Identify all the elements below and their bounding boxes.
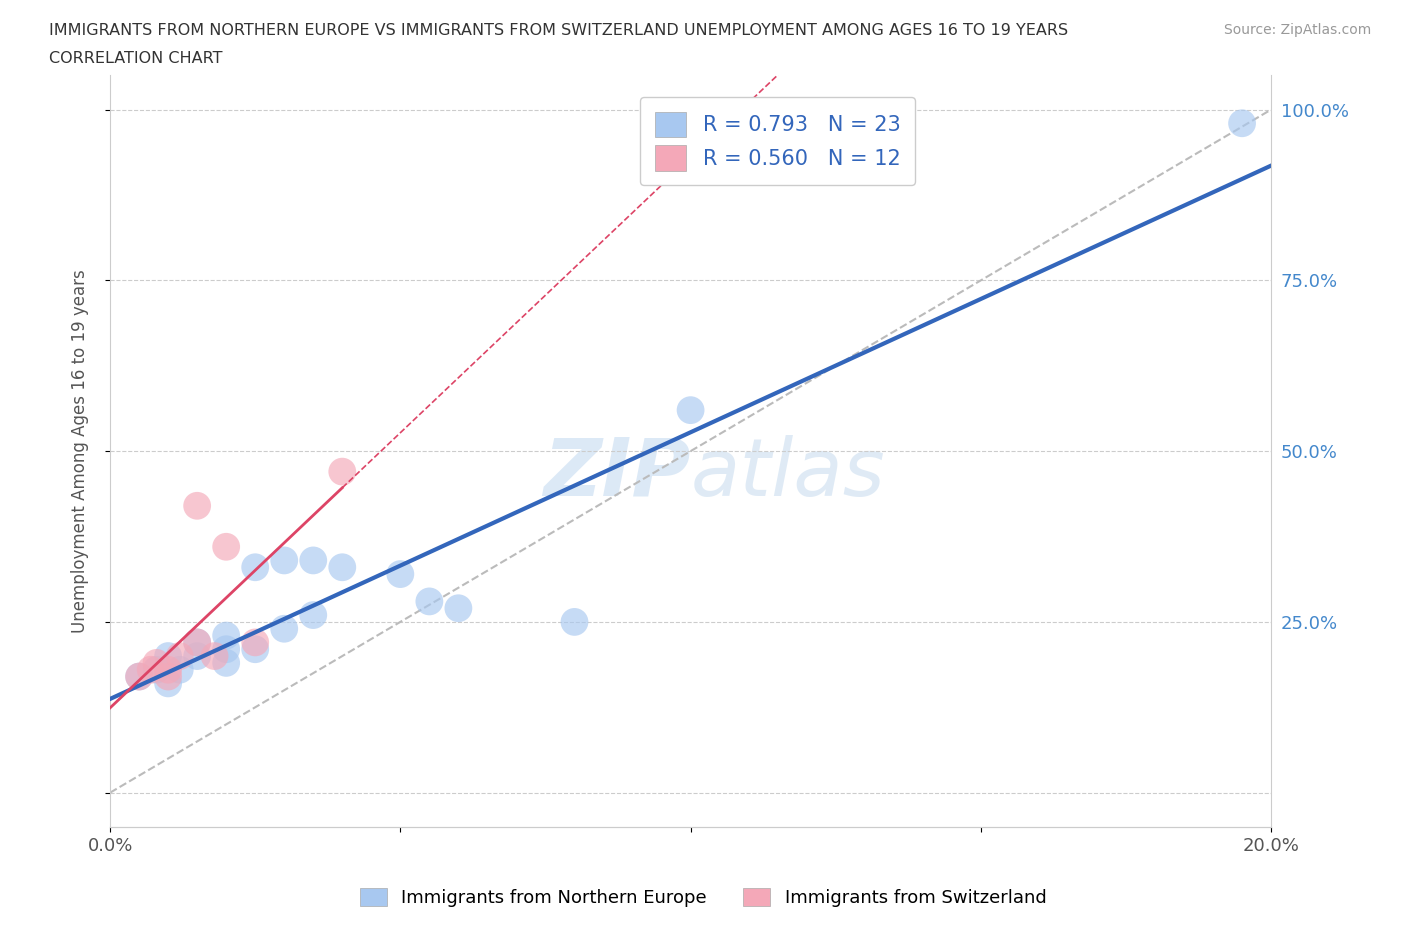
Point <box>169 648 191 663</box>
Point <box>447 601 470 616</box>
Point <box>157 669 180 684</box>
Point <box>128 669 150 684</box>
Y-axis label: Unemployment Among Ages 16 to 19 years: Unemployment Among Ages 16 to 19 years <box>72 270 89 633</box>
Point <box>215 628 238 643</box>
Point <box>389 566 412 581</box>
Text: IMMIGRANTS FROM NORTHERN EUROPE VS IMMIGRANTS FROM SWITZERLAND UNEMPLOYMENT AMON: IMMIGRANTS FROM NORTHERN EUROPE VS IMMIG… <box>49 23 1069 38</box>
Point <box>204 648 226 663</box>
Text: CORRELATION CHART: CORRELATION CHART <box>49 51 222 66</box>
Point <box>564 615 586 630</box>
Point <box>128 669 150 684</box>
Point <box>273 621 295 636</box>
Point <box>215 656 238 671</box>
Point <box>186 635 208 650</box>
Point <box>145 656 167 671</box>
Point <box>215 539 238 554</box>
Point <box>302 553 325 568</box>
Point <box>273 553 295 568</box>
Point <box>330 464 353 479</box>
Legend: R = 0.793   N = 23, R = 0.560   N = 12: R = 0.793 N = 23, R = 0.560 N = 12 <box>640 97 915 185</box>
Point <box>157 662 180 677</box>
Point <box>215 642 238 657</box>
Text: ZIP: ZIP <box>543 434 690 512</box>
Point <box>245 560 267 575</box>
Legend: Immigrants from Northern Europe, Immigrants from Switzerland: Immigrants from Northern Europe, Immigra… <box>350 879 1056 916</box>
Point <box>418 594 440 609</box>
Point <box>330 560 353 575</box>
Point <box>169 662 191 677</box>
Point <box>245 642 267 657</box>
Point <box>157 676 180 691</box>
Point <box>1230 116 1253 131</box>
Point <box>157 648 180 663</box>
Text: Source: ZipAtlas.com: Source: ZipAtlas.com <box>1223 23 1371 37</box>
Point <box>139 662 162 677</box>
Text: atlas: atlas <box>690 434 886 512</box>
Point <box>186 498 208 513</box>
Point <box>186 648 208 663</box>
Point <box>245 635 267 650</box>
Point <box>186 635 208 650</box>
Point <box>679 403 702 418</box>
Point <box>145 662 167 677</box>
Point <box>302 607 325 622</box>
